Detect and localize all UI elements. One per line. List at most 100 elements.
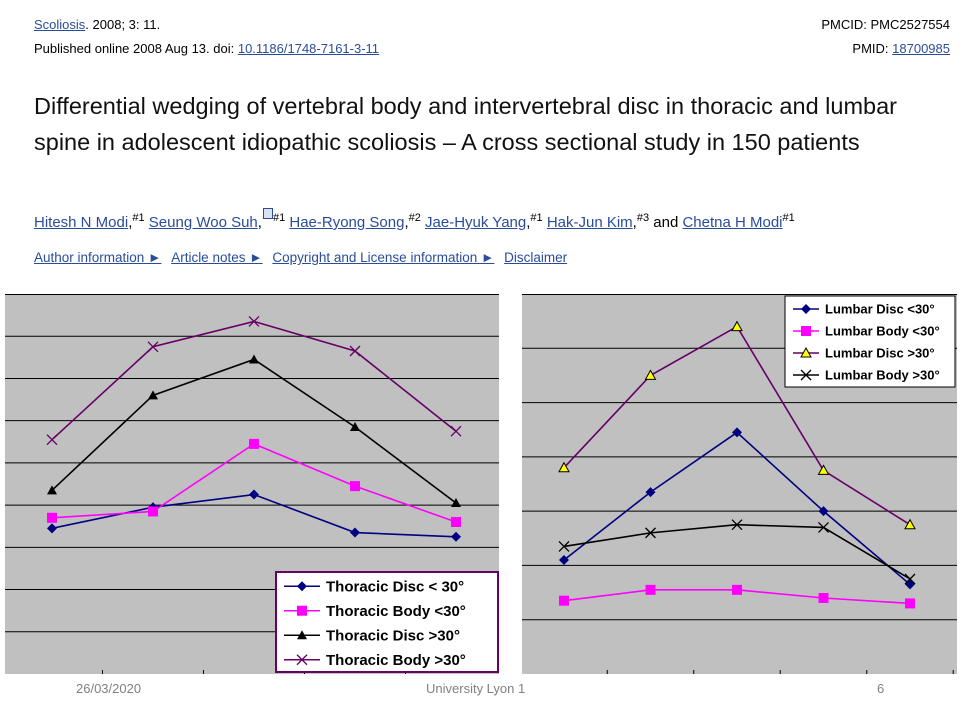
author-link[interactable]: Jae-Hyuk Yang (425, 214, 527, 231)
thoracic-legend (275, 571, 499, 673)
author-affiliation: #1 (132, 212, 145, 224)
thoracic-series-point-0 (350, 527, 360, 538)
thoracic-legend-label-3: Thoracic Body >30° (326, 652, 466, 669)
lumbar-legend-marker-2 (800, 346, 812, 358)
lumbar-series-point-3 (558, 540, 570, 552)
lumbar-legend (784, 295, 956, 388)
thoracic-series-point-1 (148, 506, 158, 517)
lumbar-legend-label-3: Lumbar Body >30° (825, 368, 940, 383)
doi-link[interactable]: 10.1186/1748-7161-3-11 (237, 41, 380, 56)
thoracic-series-point-1 (249, 438, 259, 449)
footer-institution: University Lyon 1 (426, 681, 526, 696)
info-link-spacer (266, 250, 270, 265)
footer-page-number: 6 (877, 681, 885, 696)
pmcid: PMCID: PMC2527554 (821, 17, 950, 32)
author-affiliation: #1 (272, 212, 286, 224)
thoracic-series-point-0 (249, 489, 259, 500)
lumbar-series-point-0 (645, 487, 656, 498)
lumbar-series-point-1 (559, 595, 569, 606)
author-link[interactable]: Chetna H Modi (682, 214, 783, 231)
lumbar-series-point-1 (732, 584, 742, 595)
thoracic-series-point-2 (148, 390, 158, 400)
footer-date: 26/03/2020 (76, 681, 142, 696)
author-list: Hitesh N Modi,#1 Seung Woo Suh, #1 Hae-Ry… (34, 208, 795, 233)
lumbar-series-point-2 (817, 464, 830, 475)
thoracic-series-point-1 (451, 517, 461, 527)
lumbar-legend-label-1: Lumbar Body <30° (825, 324, 940, 339)
thoracic-legend-label-1: Thoracic Body <30° (326, 603, 466, 620)
author-separator: , (526, 214, 531, 231)
author-separator: , (632, 214, 637, 231)
thoracic-series-point-1 (47, 512, 57, 523)
thoracic-series-point-2 (47, 485, 57, 495)
pmid-label: PMID: (852, 41, 893, 56)
thoracic-legend-marker-3 (296, 654, 308, 666)
citation-journal-line: Scoliosis. 2008; 3: 11. (34, 17, 160, 33)
lumbar-series-point-3 (904, 573, 916, 585)
corresponding-author-icon[interactable] (262, 208, 273, 219)
lumbar-series-point-1 (818, 593, 829, 603)
lumbar-series-point-2 (644, 369, 657, 380)
citation-issue: . 2008; 3: 11. (85, 17, 161, 32)
lumbar-chart-svg: Lumbar Disc <30° Lumbar Body <30° Lumbar D… (522, 294, 957, 674)
lumbar-legend-label-2: Lumbar Disc >30° (825, 346, 935, 361)
lumbar-series-point-2 (558, 461, 570, 473)
lumbar-series-point-0 (818, 506, 829, 517)
lumbar-series-point-3 (818, 521, 829, 533)
lumbar-series-point-2 (904, 518, 916, 530)
info-link[interactable]: Disclaimer (504, 250, 568, 265)
info-link-spacer (497, 250, 501, 265)
info-link[interactable]: Article notes ► (171, 250, 263, 265)
lumbar-series-point-3 (645, 527, 656, 539)
author-link[interactable]: Seung Woo Suh (148, 214, 258, 231)
info-link-spacer (164, 250, 168, 265)
thoracic-series-point-1 (350, 481, 360, 492)
author-separator: , (257, 214, 262, 231)
thoracic-legend-marker-1 (297, 605, 307, 616)
author-affiliation: #1 (782, 212, 795, 224)
author-affiliation: #3 (636, 212, 650, 224)
lumbar-legend-marker-3 (800, 369, 812, 381)
pmid-link[interactable]: 18700985 (892, 41, 950, 56)
lumbar-wedging-chart: Lumbar Disc <30° Lumbar Body <30° Lumbar D… (522, 294, 957, 674)
info-link[interactable]: Copyright and License information ► (272, 250, 495, 265)
thoracic-wedging-chart: Thoracic Disc < 30° Thoracic Body <30° Tho… (5, 294, 499, 674)
thoracic-series-point-0 (47, 523, 57, 534)
thoracic-chart-svg: Thoracic Disc < 30° Thoracic Body <30° Tho… (5, 294, 499, 674)
authors-and: and (653, 214, 679, 231)
info-link[interactable]: Author information ► (34, 250, 162, 265)
thoracic-series-point-3 (147, 341, 159, 353)
author-link[interactable]: Hae-Ryong Song (289, 214, 405, 231)
lumbar-series-point-1 (645, 584, 656, 595)
thoracic-series-point-0 (451, 531, 461, 542)
lumbar-series-point-0 (732, 427, 742, 438)
lumbar-legend-label-0: Lumbar Disc <30° (825, 302, 935, 317)
thoracic-legend-marker-2 (297, 630, 307, 640)
thoracic-legend-label-2: Thoracic Disc >30° (326, 628, 460, 645)
author-affiliation: #2 (408, 212, 421, 224)
lumbar-series-point-2 (731, 320, 743, 332)
journal-link[interactable]: Scoliosis (34, 17, 86, 32)
thoracic-series-point-3 (450, 425, 462, 437)
citation-published-line: Published online 2008 Aug 13. doi: 10.11… (34, 41, 379, 57)
thoracic-legend-marker-0 (297, 581, 307, 592)
lumbar-series-point-3 (731, 519, 743, 531)
published-date: Published online 2008 Aug 13. doi: (34, 41, 238, 56)
thoracic-series-point-3 (248, 315, 260, 327)
thoracic-series-point-3 (349, 345, 361, 357)
thoracic-series-point-2 (249, 354, 259, 364)
author-link[interactable]: Hitesh N Modi (34, 214, 129, 231)
lumbar-series-point-1 (905, 598, 915, 609)
author-affiliation: #1 (530, 212, 543, 224)
thoracic-legend-label-0: Thoracic Disc < 30° (326, 579, 464, 596)
lumbar-series-point-0 (559, 555, 569, 565)
lumbar-legend-marker-1 (801, 326, 811, 336)
thoracic-series-point-2 (451, 498, 461, 507)
article-info-links: Author information ► Article notes ► Cop… (34, 250, 567, 265)
pmid-line: PMID: 18700985 (852, 41, 950, 57)
paper-title: Differential wedging of vertebral body a… (34, 93, 898, 155)
lumbar-legend-marker-0 (801, 304, 811, 314)
author-link[interactable]: Hak-Jun Kim (546, 214, 633, 231)
author-separator: , (128, 214, 133, 231)
thoracic-series-point-2 (350, 422, 360, 431)
